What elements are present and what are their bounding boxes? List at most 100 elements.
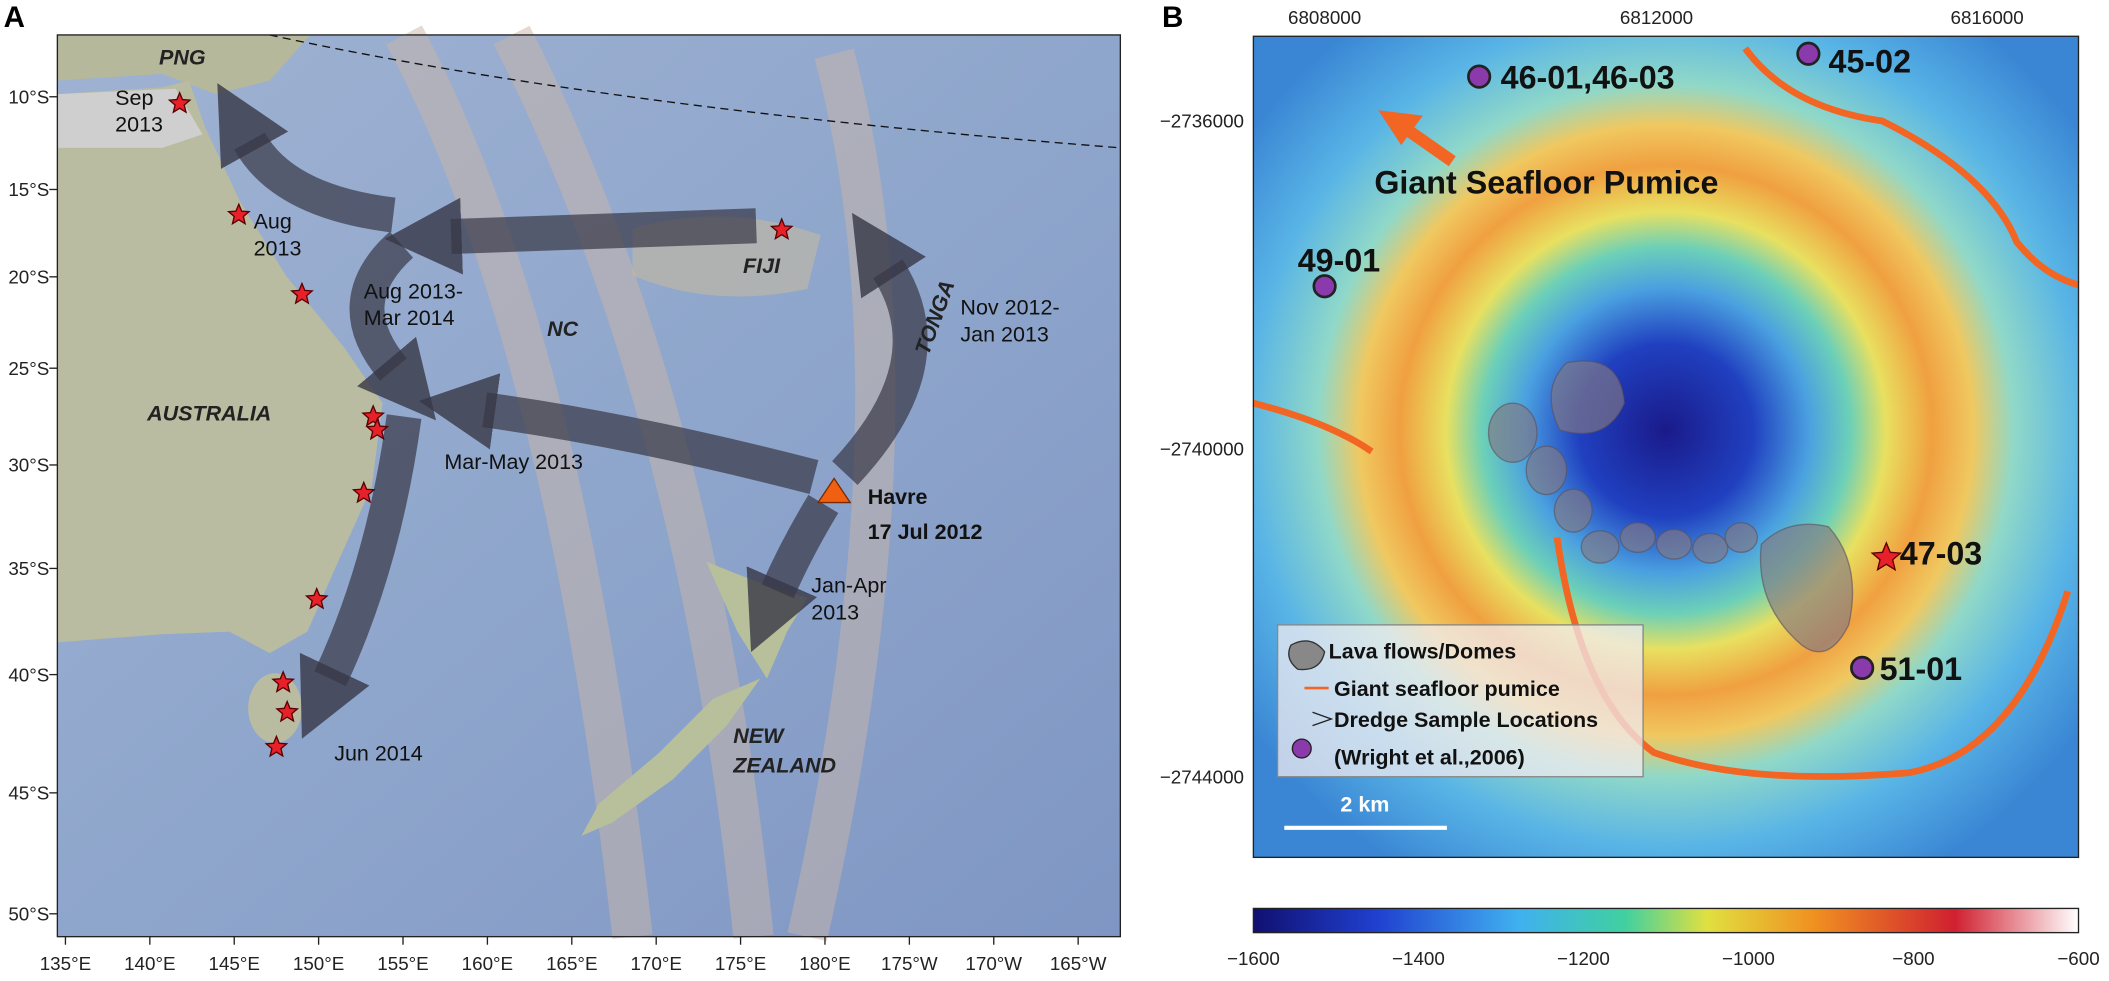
land-north (57, 88, 203, 148)
star (365, 417, 390, 441)
place-name-line: PNG (159, 46, 206, 70)
lat-tick-label: 15°S (8, 179, 49, 200)
date-label: Jan-Apr 2013 (811, 574, 886, 625)
lat-tick-label: 40°S (8, 664, 49, 685)
plate-boundary (269, 34, 1121, 149)
lat-tick-label: 20°S (8, 267, 49, 288)
date-label: Aug 2013- Mar 2014 (364, 279, 463, 330)
place-name-line: NEW (733, 724, 785, 748)
sample-point (1796, 41, 1821, 66)
volcano-label: Havre 17 Jul 2012 (868, 485, 983, 544)
place-name-line: NC (547, 317, 579, 341)
land-nz-south (581, 678, 761, 836)
y-tick-label: −2736000 (1160, 111, 1244, 132)
date-label-line: 2013 (811, 601, 859, 625)
lon-tick-label: 150°E (293, 953, 344, 974)
sample-label: 51-01 (1880, 651, 1963, 687)
lon-tick-label: 175°E (715, 953, 766, 974)
lon-tick-label: 155°E (377, 953, 428, 974)
date-label: Sep 2013 (115, 86, 163, 137)
lat-tick-label: 25°S (8, 358, 49, 379)
panel-label: A (4, 1, 25, 34)
legend (1276, 624, 1644, 778)
date-label-line: 2013 (115, 113, 163, 137)
legend-label: (Wright et al.,2006) (1334, 746, 1525, 770)
lat-tick-label: 50°S (8, 904, 49, 925)
date-label-line: 2013 (254, 236, 302, 260)
place-name-line: ZEALAND (732, 754, 836, 778)
lon-tick-label: 170°W (965, 953, 1022, 974)
sample-label: 47-03 (1900, 535, 1982, 571)
date-label: Mar-May 2013 (444, 450, 583, 474)
colorbar-tick-label: −1000 (1722, 948, 1775, 969)
legend-label: Dredge Sample Locations (1334, 708, 1598, 732)
y-tick-label: −2740000 (1160, 439, 1244, 460)
colorbar-tick-label: −1600 (1227, 948, 1280, 969)
colorbar-tick-label: −800 (1892, 948, 1934, 969)
place-name-line: AUSTRALIA (146, 402, 271, 426)
map-a-frame (56, 34, 1122, 938)
lat-tick-label: 30°S (8, 455, 49, 476)
sample-point (1312, 274, 1337, 299)
drift-arrows (217, 83, 928, 739)
colorbar-tick-label: −1400 (1392, 948, 1445, 969)
havre-volcano (816, 477, 852, 504)
legend-label: Giant seafloor pumice (1334, 677, 1560, 701)
legend-label: Lava flows/Domes (1329, 639, 1517, 663)
date-label-line: Mar-May 2013 (444, 450, 583, 474)
land-australia (57, 80, 383, 654)
sample-point (1850, 655, 1875, 680)
colorbar-tick-label: −1200 (1557, 948, 1610, 969)
place-name: PNG (159, 46, 206, 70)
star (275, 699, 300, 723)
date-label-line: Jun 2014 (334, 742, 423, 766)
star (351, 480, 376, 504)
date-label-line: Aug 2013- (364, 279, 463, 303)
place-name: NEW ZEALAND (732, 724, 836, 778)
sample-label: 46-01,46-03 (1501, 60, 1675, 96)
star (1870, 541, 1903, 572)
lava-domes (1487, 360, 1854, 653)
sample-label: 45-02 (1829, 44, 1911, 80)
lon-tick-label: 145°E (209, 953, 260, 974)
lat-tick-label: 45°S (8, 783, 49, 804)
place-name: AUSTRALIA (146, 402, 271, 426)
place-name-line: FIJI (743, 254, 781, 278)
star (769, 217, 794, 240)
date-label-line: Jan-Apr (811, 574, 886, 598)
y-tick-label: −2744000 (1160, 766, 1244, 787)
x-tick-label: 6812000 (1620, 7, 1693, 28)
colorbar-tick-label: −600 (2057, 948, 2099, 969)
date-label: Aug 2013 (254, 209, 302, 260)
place-name: NC (547, 317, 579, 341)
map-b-frame (1252, 35, 2080, 859)
lon-tick-label: 135°E (40, 953, 91, 974)
lon-tick-label: 165°W (1050, 953, 1107, 974)
lon-tick-label: 175°W (881, 953, 938, 974)
date-label: Nov 2012- Jan 2013 (960, 295, 1059, 346)
scale-label: 2 km (1340, 793, 1389, 817)
star (226, 202, 251, 226)
lat-tick-label: 35°S (8, 558, 49, 579)
star (271, 670, 296, 693)
star (167, 90, 192, 114)
lat-tick-label: 10°S (8, 86, 49, 107)
panel-label: B (1162, 1, 1183, 34)
date-label-line: Nov 2012- (960, 295, 1059, 319)
date-label-line: Sep (115, 86, 153, 110)
volcano-label-line: Havre (868, 485, 928, 509)
lon-tick-label: 165°E (546, 953, 597, 974)
star (264, 734, 289, 758)
lon-tick-label: 140°E (124, 953, 175, 974)
pumice-arrowhead (1378, 110, 1423, 146)
lon-tick-label: 180°E (799, 953, 850, 974)
lon-tick-label: 170°E (630, 953, 681, 974)
x-tick-label: 6816000 (1951, 7, 2024, 28)
pumice-label: Giant Seafloor Pumice (1374, 165, 1718, 201)
date-label-line: Aug (254, 209, 292, 233)
lon-tick-label: 160°E (462, 953, 513, 974)
sample-label: 49-01 (1298, 242, 1381, 278)
star (290, 281, 314, 305)
colorbar (1252, 907, 2080, 934)
